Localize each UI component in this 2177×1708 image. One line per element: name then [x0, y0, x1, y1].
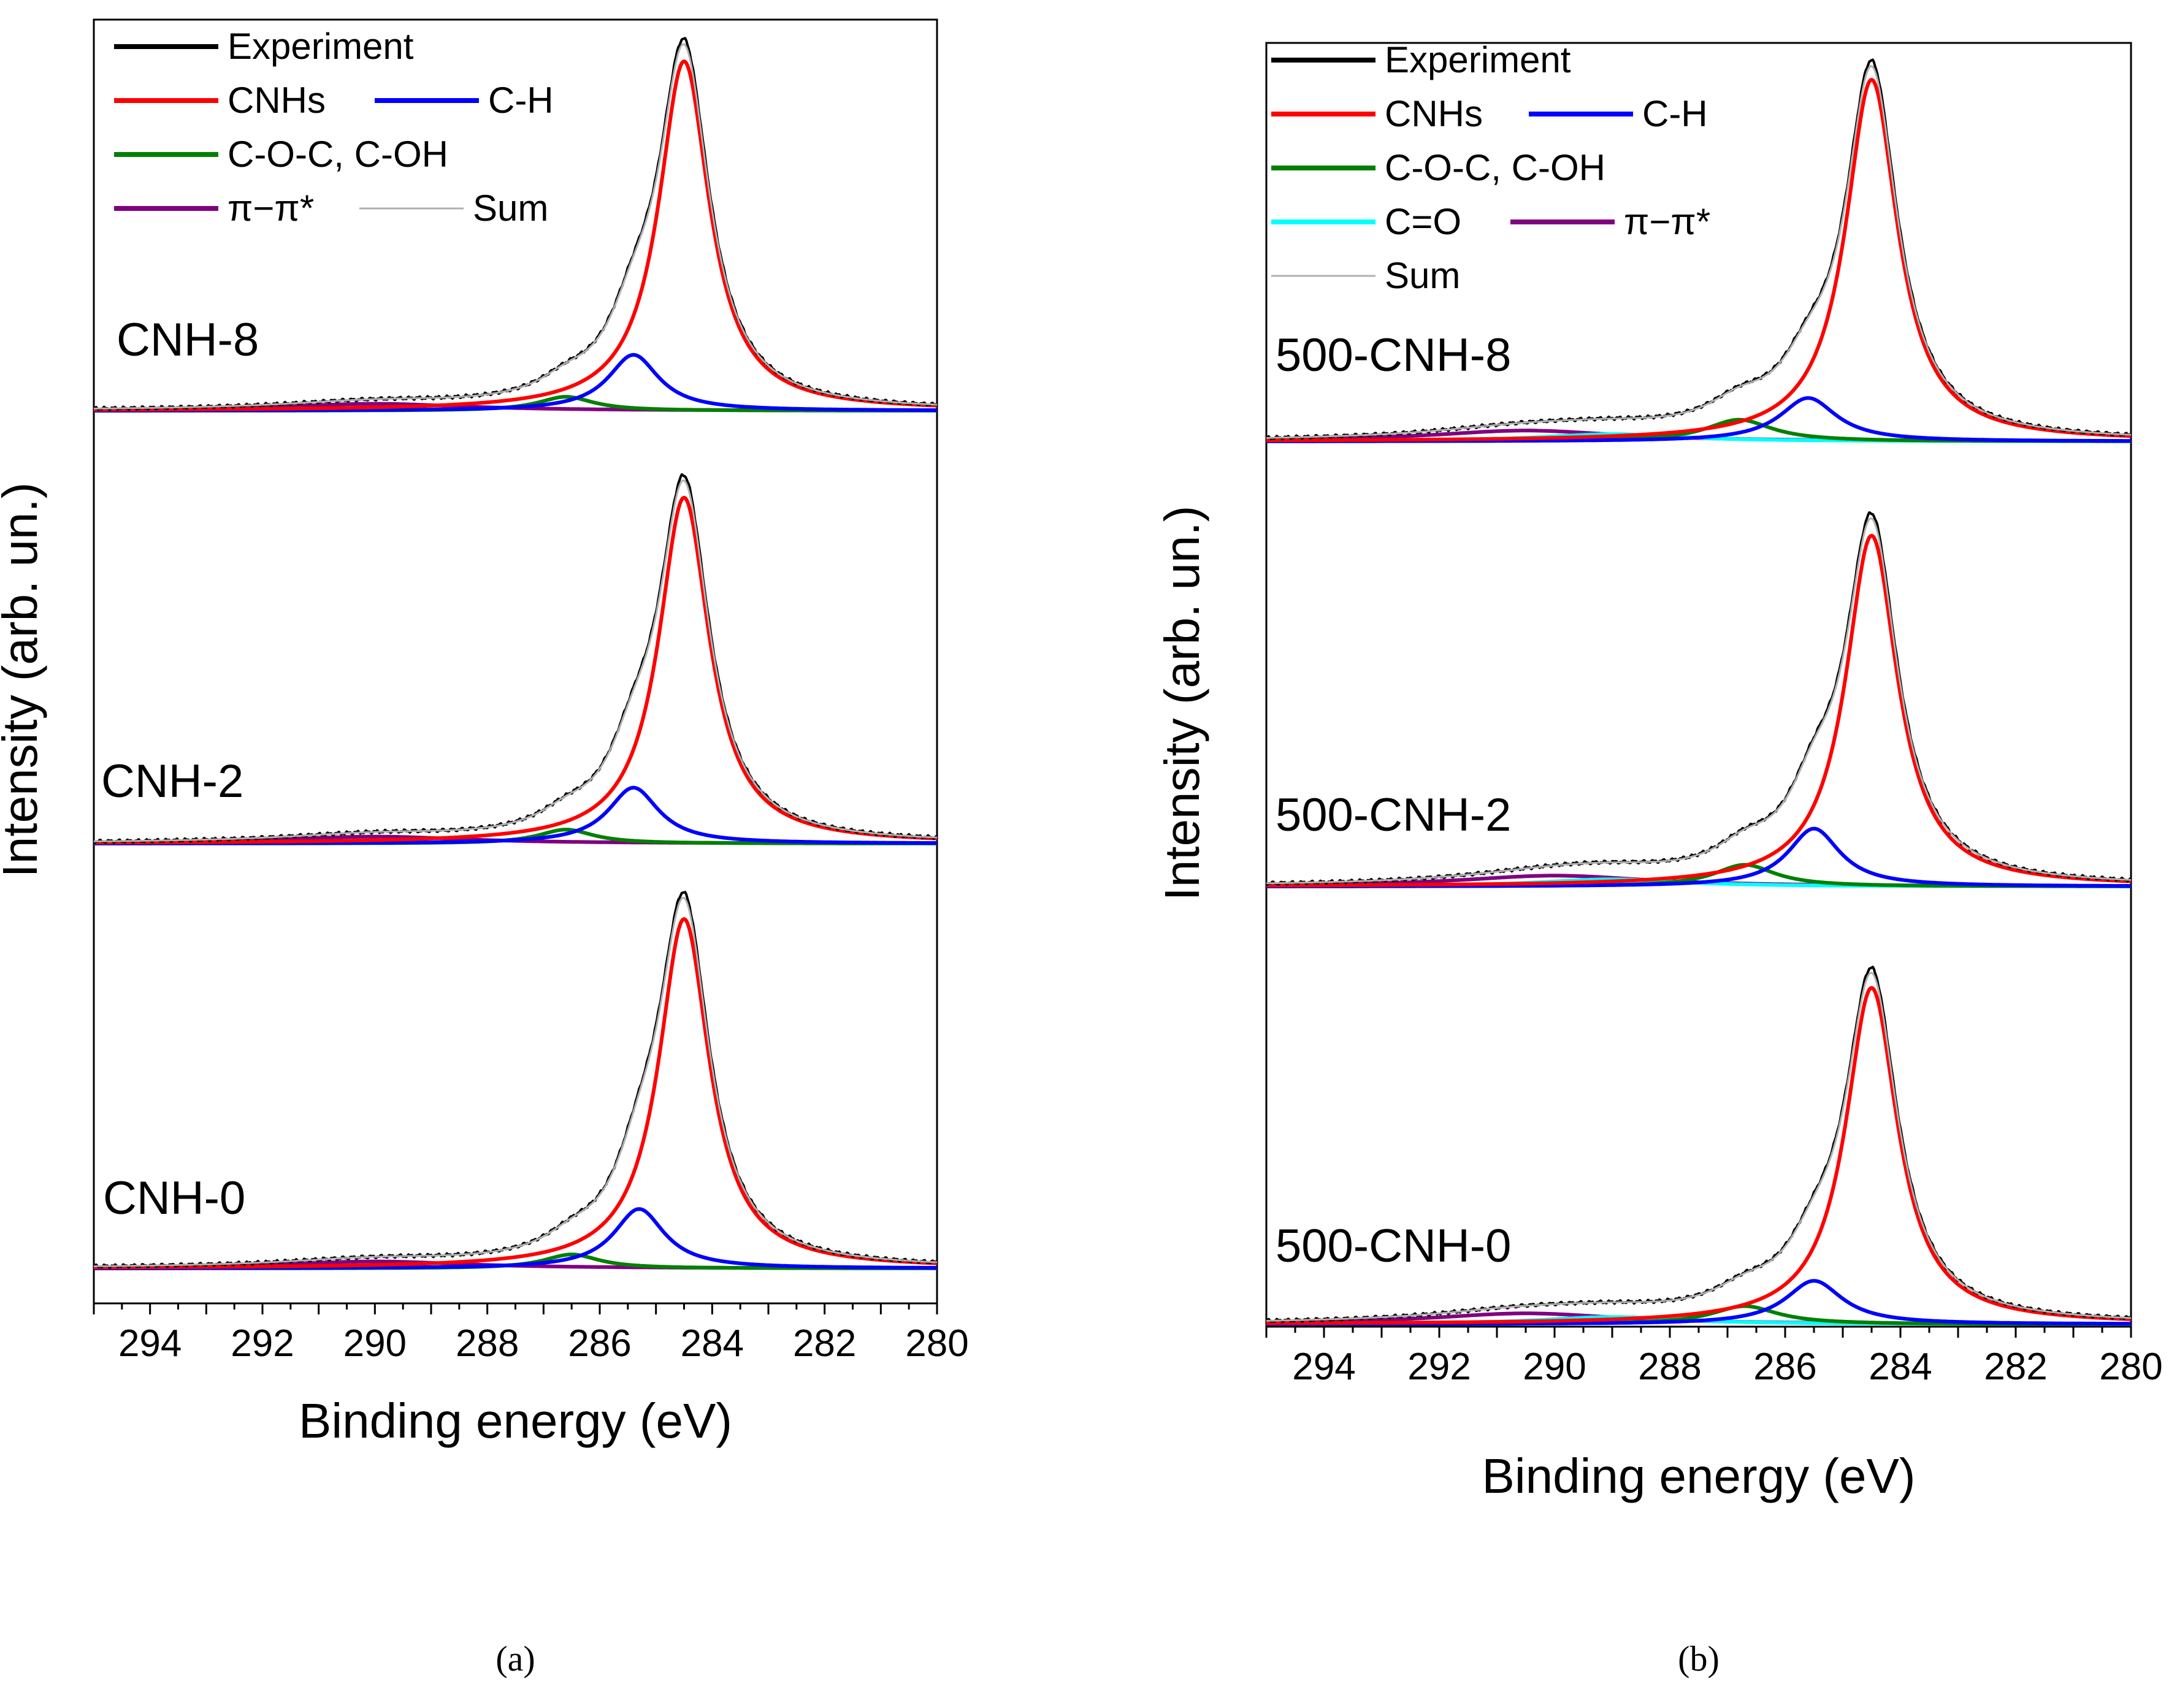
- series-sum-line: [94, 896, 937, 1267]
- chart-panel-a: 294 292 290 288 286 284 282 280 Binding energy (…: [0, 18, 969, 1679]
- series-cnh-line: [93, 59, 938, 412]
- panel-caption: (b): [1678, 1639, 1720, 1679]
- series-sum-line: [1266, 517, 2132, 885]
- x-tick-label: 286: [568, 1322, 631, 1365]
- series-cnh-line: [93, 495, 938, 845]
- x-tick-label: 294: [1292, 1346, 1355, 1388]
- legend-label-ch: C-H: [1642, 93, 1708, 134]
- legend-label-exp: Experiment: [228, 26, 414, 67]
- x-axis-ticks: 294 292 290 288 286 284 282 280: [93, 1303, 969, 1365]
- series-sum-line: [1266, 972, 2131, 1322]
- legend-label-cnh: CNHs: [228, 80, 326, 121]
- x-axis-label: Binding energy (eV): [299, 1393, 732, 1448]
- x-tick-label: 294: [118, 1322, 182, 1365]
- series-cnh-line: [93, 917, 938, 1270]
- y-axis-label: Intensity (arb. un.): [0, 482, 47, 878]
- x-tick-label: 282: [793, 1322, 856, 1365]
- spectrum-cnh-2: CNH-2: [93, 473, 938, 845]
- sample-label: 500-CNH-2: [1276, 789, 1511, 841]
- legend-label-co: C=O: [1385, 201, 1461, 242]
- spectrum-cnh-8: CNH-8: [93, 37, 938, 413]
- series-sum-line: [1266, 65, 2132, 439]
- spectrum-500-cnh-0: 500-CNH-0: [1265, 966, 2132, 1326]
- spectrum-500-cnh-8: 500-CNH-8: [1265, 58, 2132, 443]
- sample-label: CNH-0: [103, 1172, 245, 1224]
- x-axis-label: Binding energy (eV): [1482, 1449, 1915, 1503]
- x-tick-label: 280: [905, 1322, 968, 1365]
- sample-label: CNH-2: [101, 755, 243, 807]
- x-tick-label: 290: [343, 1322, 407, 1365]
- x-tick-label: 280: [2099, 1346, 2162, 1388]
- x-tick-label: 284: [681, 1322, 744, 1365]
- legend-label-cnh: CNHs: [1385, 93, 1483, 134]
- x-tick-label: 286: [1753, 1346, 1816, 1388]
- legend-label-exp: Experiment: [1385, 39, 1571, 80]
- x-tick-label: 282: [1984, 1346, 2047, 1388]
- x-tick-label: 288: [456, 1322, 519, 1365]
- chart-panel-b: 294 292 290 288 286 284 282 280 Binding energy (…: [1155, 39, 2163, 1679]
- series-sum-line: [93, 43, 937, 410]
- sample-label: 500-CNH-0: [1276, 1220, 1511, 1272]
- legend-label-sum: Sum: [473, 188, 548, 229]
- x-tick-label: 292: [231, 1322, 294, 1365]
- x-axis-ticks: 294 292 290 288 286 284 282 280: [1265, 1327, 2163, 1388]
- spectrum-500-cnh-2: 500-CNH-2: [1265, 511, 2132, 888]
- legend-label-sum: Sum: [1385, 255, 1460, 296]
- legend-label-coc: C-O-C, C-OH: [1385, 147, 1605, 188]
- legend-label-coc: C-O-C, C-OH: [228, 134, 448, 175]
- legend: Experiment CNHs C-H C-O-C, C-OH π−π* Sum: [114, 26, 554, 229]
- x-tick-label: 292: [1407, 1346, 1471, 1388]
- series-cnh-line: [1265, 986, 2132, 1325]
- series-cnh-line: [1265, 533, 2132, 888]
- series-sum-line: [94, 479, 938, 842]
- series-cnh-line: [1265, 78, 2132, 443]
- legend-label-pi: π−π*: [1624, 201, 1710, 242]
- spectrum-cnh-0: CNH-0: [93, 891, 938, 1270]
- legend-label-ch: C-H: [488, 80, 554, 121]
- x-tick-label: 284: [1869, 1346, 1932, 1388]
- sample-label: 500-CNH-8: [1276, 329, 1511, 381]
- sample-label: CNH-8: [117, 314, 259, 366]
- legend: Experiment CNHs C-H C-O-C, C-OH C=O π−π* Sum: [1271, 39, 1710, 296]
- x-tick-label: 288: [1638, 1346, 1701, 1388]
- x-tick-label: 290: [1523, 1346, 1586, 1388]
- y-axis-label: Intensity (arb. un.): [1155, 506, 1209, 901]
- panel-caption: (a): [495, 1639, 535, 1679]
- legend-label-pi: π−π*: [228, 188, 314, 229]
